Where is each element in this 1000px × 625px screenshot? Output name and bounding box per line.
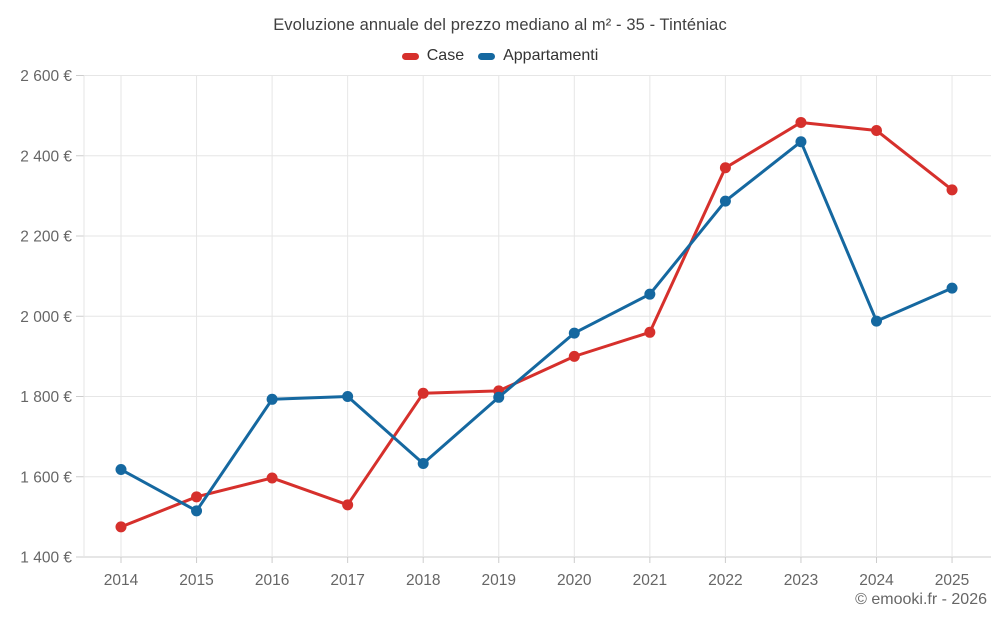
- data-point-case-2025[interactable]: [946, 184, 958, 196]
- data-point-appartamenti-2018[interactable]: [417, 458, 429, 470]
- data-point-case-2017[interactable]: [342, 499, 354, 511]
- legend-label-appartamenti: Appartamenti: [503, 47, 599, 64]
- data-point-appartamenti-2020[interactable]: [568, 327, 580, 339]
- data-point-appartamenti-2014[interactable]: [115, 464, 127, 476]
- y-axis-label: 1 400 €: [20, 550, 72, 567]
- data-point-appartamenti-2025[interactable]: [946, 282, 958, 294]
- x-axis-label: 2015: [179, 572, 213, 589]
- legend-swatch-appartamenti-icon: [478, 52, 496, 60]
- data-point-appartamenti-2017[interactable]: [342, 391, 354, 402]
- y-axis-label: 2 600 €: [20, 68, 72, 85]
- x-axis-label: 2019: [482, 572, 516, 589]
- data-point-case-2014[interactable]: [115, 521, 127, 533]
- legend-item-case[interactable]: Case: [401, 47, 465, 65]
- legend: Case Appartamenti: [0, 47, 1000, 65]
- legend-label-case: Case: [426, 47, 465, 64]
- data-point-case-2020[interactable]: [568, 350, 580, 362]
- series-line-case: [119, 120, 954, 529]
- copyright-credit: © emooki.fr - 2026: [855, 591, 987, 608]
- data-point-appartamenti-2021[interactable]: [644, 288, 656, 300]
- data-point-case-2015[interactable]: [191, 491, 203, 503]
- y-axis-label: 2 400 €: [20, 148, 72, 165]
- data-point-case-2018[interactable]: [417, 387, 429, 399]
- x-axis-label: 2020: [557, 572, 592, 589]
- data-point-appartamenti-2022[interactable]: [719, 195, 731, 207]
- x-axis-label: 2018: [406, 572, 440, 589]
- data-point-appartamenti-2016[interactable]: [266, 393, 278, 405]
- x-axis-label: 2021: [633, 572, 667, 589]
- data-point-appartamenti-2015[interactable]: [191, 505, 203, 517]
- data-point-case-2016[interactable]: [266, 472, 278, 484]
- y-axis-label: 1 800 €: [20, 389, 72, 406]
- legend-swatch-case-icon: [401, 52, 419, 60]
- data-point-case-2021[interactable]: [644, 326, 656, 338]
- legend-item-appartamenti[interactable]: Appartamenti: [478, 47, 598, 65]
- x-axis-label: 2016: [255, 572, 289, 589]
- y-axis-label: 1 600 €: [20, 469, 72, 486]
- data-point-appartamenti-2024[interactable]: [871, 315, 882, 327]
- series-line-appartamenti: [119, 140, 954, 513]
- y-axis-label: 2 000 €: [20, 309, 72, 326]
- x-axis-label: 2023: [784, 572, 818, 589]
- data-point-case-2023[interactable]: [795, 116, 807, 128]
- x-axis-label: 2025: [935, 572, 969, 589]
- x-axis-label: 2022: [708, 572, 742, 589]
- data-point-appartamenti-2019[interactable]: [493, 391, 505, 403]
- data-point-case-2022[interactable]: [719, 162, 731, 174]
- data-point-appartamenti-2023[interactable]: [795, 136, 807, 148]
- y-axis-label: 2 200 €: [20, 229, 72, 246]
- x-axis-label: 2014: [104, 572, 139, 589]
- x-axis-label: 2024: [859, 572, 894, 589]
- chart-title: Evoluzione annuale del prezzo mediano al…: [273, 16, 727, 34]
- x-axis-label: 2017: [330, 572, 364, 589]
- data-point-case-2024[interactable]: [871, 124, 882, 136]
